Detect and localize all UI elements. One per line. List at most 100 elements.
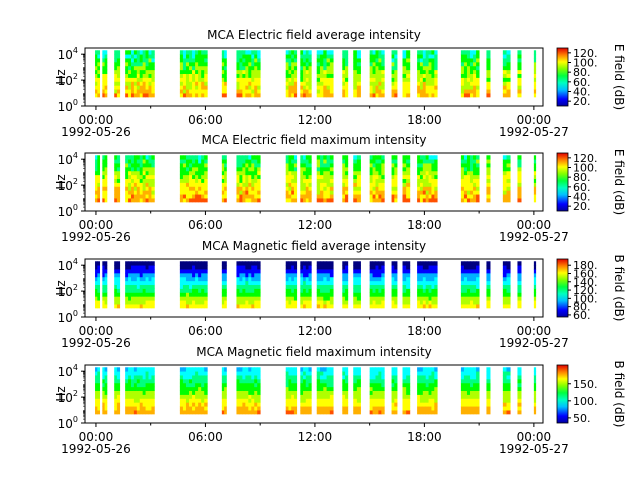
heatmap-cell: [375, 170, 379, 176]
heatmap-cell: [245, 269, 249, 274]
heatmap-cell: [102, 54, 106, 59]
heatmap-cell: [251, 155, 255, 160]
heatmap-cell: [419, 89, 424, 94]
heatmap-cell: [326, 81, 331, 86]
heatmap-cell: [139, 178, 144, 183]
heatmap-cell: [419, 166, 424, 172]
heatmap-cell: [419, 288, 424, 293]
heatmap-cell: [506, 292, 511, 297]
heatmap-cell: [128, 280, 132, 286]
heatmap-cell: [305, 300, 309, 305]
heatmap-cell: [342, 182, 346, 187]
heatmap-cell: [145, 292, 149, 297]
heatmap-cell: [130, 398, 135, 403]
heatmap-cell: [95, 54, 98, 59]
heatmap-cell: [114, 296, 118, 301]
heatmap-cell: [533, 81, 537, 86]
heatmap-cell: [533, 367, 537, 372]
heatmap-cell: [434, 155, 438, 160]
heatmap-cell: [303, 382, 307, 388]
heatmap-cell: [417, 378, 421, 384]
heatmap-cell: [114, 280, 118, 286]
heatmap-cell: [95, 190, 98, 195]
heatmap-cell: [239, 367, 243, 372]
heatmap-cell: [329, 280, 334, 286]
heatmap-cell: [221, 367, 225, 372]
heatmap-cell: [466, 159, 471, 164]
heatmap-cell: [182, 390, 187, 395]
heatmap-cell: [195, 272, 199, 278]
heatmap-cell: [431, 394, 435, 399]
heatmap-cell: [125, 300, 129, 305]
heatmap-cell: [224, 261, 227, 266]
heatmap-cell: [185, 65, 190, 71]
heatmap-cell: [502, 190, 507, 195]
heatmap-cell: [257, 174, 261, 180]
heatmap-cell: [201, 58, 205, 63]
heatmap-cell: [179, 77, 184, 82]
heatmap-cell: [326, 261, 331, 266]
heatmap-cell: [133, 61, 138, 67]
heatmap-cell: [476, 296, 480, 301]
heatmap-cell: [151, 93, 155, 98]
heatmap-cell: [128, 371, 132, 376]
heatmap-cell: [381, 159, 385, 164]
heatmap-cell: [114, 155, 118, 160]
heatmap-cell: [428, 394, 432, 399]
heatmap-cell: [251, 166, 255, 172]
heatmap-cell: [130, 378, 135, 384]
heatmap-cell: [533, 65, 537, 71]
heatmap-cell: [517, 81, 522, 86]
heatmap-cell: [128, 269, 132, 274]
heatmap-cell: [473, 178, 477, 183]
heatmap-cell: [236, 77, 240, 82]
heatmap-cell: [133, 190, 138, 195]
heatmap-cell: [463, 375, 468, 380]
heatmap-cell: [128, 65, 132, 71]
heatmap-cell: [224, 390, 227, 395]
heatmap-cell: [151, 375, 155, 380]
heatmap-cell: [182, 300, 187, 305]
heatmap-cell: [185, 166, 190, 172]
heatmap-cell: [323, 276, 327, 282]
heatmap-cell: [224, 89, 227, 94]
heatmap-cell: [245, 261, 249, 266]
heatmap-cell: [182, 155, 187, 160]
heatmap-cell: [303, 182, 307, 187]
heatmap-cell: [142, 272, 146, 278]
heatmap-cell: [381, 155, 385, 160]
heatmap-cell: [139, 85, 144, 90]
heatmap-cell: [104, 280, 108, 286]
heatmap-cell: [460, 402, 465, 407]
heatmap-cell: [128, 367, 132, 372]
heatmap-cell: [369, 174, 373, 180]
heatmap-cell: [470, 394, 474, 399]
heatmap-cell: [506, 170, 511, 176]
heatmap-cell: [201, 61, 205, 67]
heatmap-cell: [434, 280, 438, 286]
heatmap-cell: [192, 65, 196, 71]
heatmap-cell: [356, 93, 361, 98]
heatmap-cell: [133, 375, 138, 380]
heatmap-cell: [198, 402, 202, 407]
heatmap-cell: [375, 178, 379, 183]
heatmap-cell: [470, 89, 474, 94]
heatmap-cell: [486, 300, 491, 305]
heatmap-cell: [391, 288, 395, 293]
heatmap-cell: [293, 81, 298, 86]
heatmap-cell: [204, 170, 208, 176]
heatmap-cell: [114, 77, 118, 82]
heatmap-cell: [116, 272, 121, 278]
heatmap-cell: [251, 272, 255, 278]
heatmap-cell: [316, 390, 321, 395]
heatmap-cell: [372, 386, 376, 392]
heatmap-cell: [533, 390, 537, 395]
heatmap-cell: [372, 50, 376, 55]
heatmap-cell: [378, 402, 382, 407]
heatmap-cell: [476, 402, 480, 407]
heatmap-cell: [189, 276, 193, 282]
heatmap-cell: [460, 163, 465, 168]
heatmap-cell: [128, 300, 132, 305]
heatmap-cell: [148, 261, 152, 266]
heatmap-cell: [221, 280, 225, 286]
